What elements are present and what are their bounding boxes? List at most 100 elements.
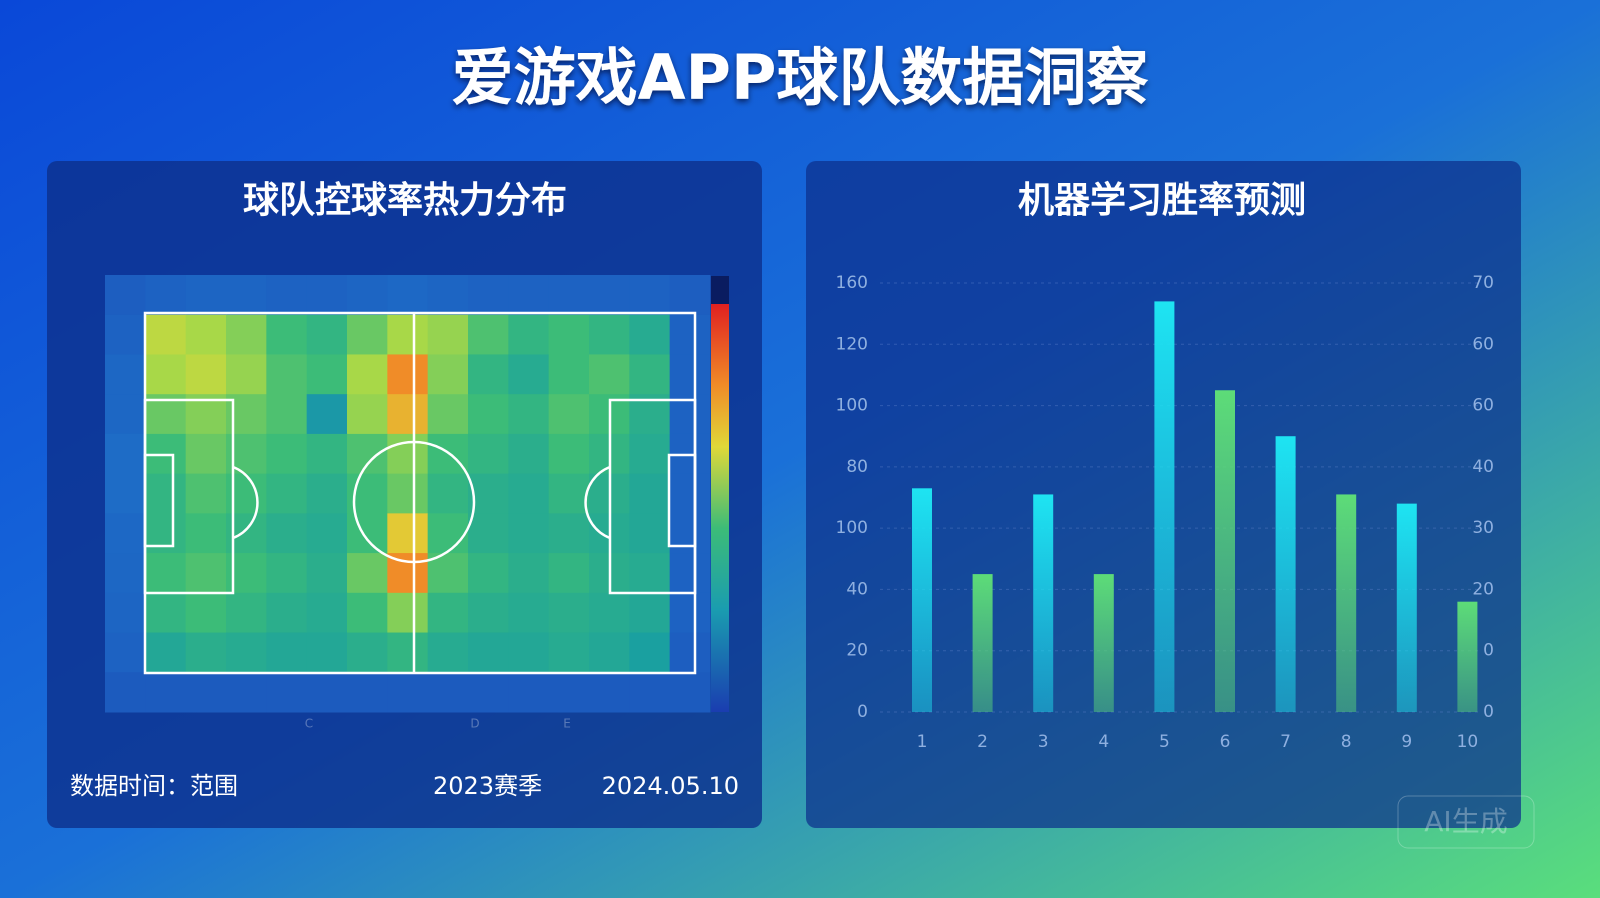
bar [1154,301,1175,712]
y2-tick-label: 70 [1472,273,1494,293]
heat-cell [347,433,388,475]
heat-cell [105,473,146,514]
heat-cell [145,553,187,594]
heat-cell [226,592,267,634]
heat-cell [387,354,429,395]
heat-cell [427,314,469,355]
heat-cell [266,473,308,514]
heat-cell [306,672,348,713]
heat-cell [185,354,227,395]
pitch-lines [143,311,697,675]
x-tick-label: 5 [1159,732,1170,752]
heat-cell [468,592,509,634]
heat-cell [266,394,308,435]
heat-cell [669,275,711,316]
heat-cell [105,394,146,435]
heat-cell [185,513,227,554]
heat-cell [629,354,671,395]
bar [1457,601,1478,712]
heat-cell [105,592,146,634]
heat-cell [629,314,671,355]
heat-cell [508,433,550,475]
heat-cell [145,513,187,554]
heat-cell [548,672,590,713]
x-tick-label: 8 [1341,732,1352,752]
heat-cell [629,473,671,514]
heat-cell [508,314,550,355]
heat-cell [185,433,227,475]
heat-cell [629,632,671,673]
heat-cell [548,553,590,594]
heat-cell [548,314,590,355]
x-tick-label: 9 [1401,732,1412,752]
heat-cell [508,592,550,634]
heat-cell [629,672,671,713]
heat-cell [589,275,630,316]
footer-label: 数据时间：范围 [70,772,238,800]
heat-cell [508,553,550,594]
watermark: AI生成 [1424,805,1507,838]
heat-cell [105,314,146,355]
y2-tick-label: 60 [1472,334,1494,354]
y2-tick-label: 20 [1472,579,1494,599]
heat-cell [427,354,469,395]
x-tick-label: 1 [917,732,928,752]
heat-cell [669,672,711,713]
heat-cell [669,632,711,673]
heat-cell [589,632,630,673]
heat-cell [629,433,671,475]
heat-cell [347,672,388,713]
heat-cell [306,275,348,316]
heat-cell [468,433,509,475]
heat-cell [185,314,227,355]
heat-cell [226,314,267,355]
heat-cell [629,553,671,594]
heat-cell [387,394,429,435]
heat-cell [226,275,267,316]
x-tick-label: 6 [1220,732,1231,752]
x-tick-label: 3 [1038,732,1049,752]
heat-cell [185,632,227,673]
bar [972,574,993,712]
heat-cell [347,394,388,435]
heat-cell [226,354,267,395]
heat-cell [347,632,388,673]
heat-cell [427,275,469,316]
heat-cell [508,354,550,395]
heat-cell [548,354,590,395]
heat-cell [427,592,469,634]
x-tick-label: 7 [1280,732,1291,752]
heat-cell [629,275,671,316]
bar [1336,494,1357,712]
heat-cell [145,592,187,634]
heat-cell [548,473,590,514]
x-tick-label: 2 [977,732,988,752]
y-tick-label: 80 [846,457,868,477]
heat-cell [669,473,711,514]
heat-cell [145,632,187,673]
heat-cell [387,473,429,514]
heat-cell [226,632,267,673]
y-tick-label: 20 [846,641,868,661]
heat-cell [387,314,429,355]
heat-cell [508,394,550,435]
heat-cell [306,553,348,594]
x-axis-letter: D [470,717,479,731]
heat-cell [306,632,348,673]
page-title: 爱游戏APP球队数据洞察 [452,41,1149,114]
footer-date: 2024.05.10 [602,772,739,800]
heat-cell [105,553,146,594]
heat-cell [185,275,227,316]
y-tick-label: 100 [836,396,868,416]
heat-cell [387,672,429,713]
heat-cell [427,672,469,713]
heat-cell [548,433,590,475]
heat-cell [468,394,509,435]
panel-title: 机器学习胜率预测 [1018,179,1306,221]
heat-cell [589,354,630,395]
heat-cell [387,513,429,554]
heat-cell [185,672,227,713]
heat-cell [145,275,187,316]
heat-cell [145,314,187,355]
heat-cell [629,592,671,634]
